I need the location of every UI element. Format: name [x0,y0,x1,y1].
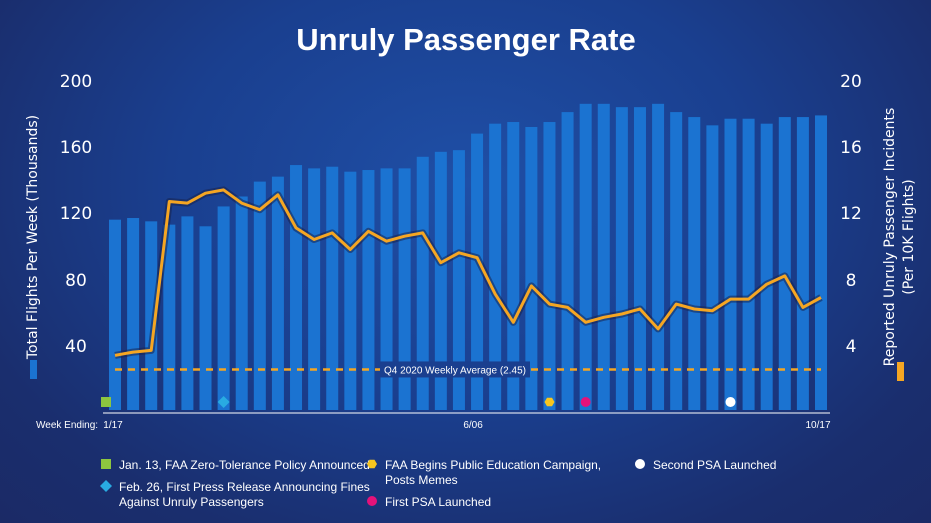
right-tick: 4 [846,337,857,357]
chart-title: Unruly Passenger Rate [296,22,635,57]
flights-bar [416,156,429,410]
flights-bar [398,168,411,410]
event-marker-diamond [217,396,230,408]
flights-bar [127,218,140,410]
flights-bar [217,206,230,410]
flights-bar [742,118,755,410]
right-tick: 8 [846,271,857,291]
legend-entry-text: Second PSA Launched [653,458,776,472]
event-marker-circle [725,397,736,407]
flights-bar [543,122,556,410]
event-markers [101,396,736,408]
flights-bar [597,103,610,410]
reference-label-bg [380,361,530,378]
flights-bar [471,133,484,411]
legend-marker-circle [367,496,377,506]
x-axis: Week Ending: 1/17 6/06 10/17 [36,412,831,431]
x-tick-label: 10/17 [805,420,830,431]
flights-bar [724,118,737,410]
right-tick: 16 [840,138,862,158]
incident-rate-line [114,188,822,357]
flights-bar [579,103,592,410]
flights-bar [109,219,121,410]
flights-bar [706,125,719,410]
legend-entry-text: Posts Memes [385,473,458,487]
flights-bar [199,226,212,410]
flights-bar [615,107,628,410]
legend-marker-hexagon [367,459,377,469]
event-marker-square [101,397,111,407]
incident-rate-line-group [114,186,823,359]
flights-bar [452,150,465,411]
left-tick: 40 [65,337,87,357]
left-tick: 160 [60,138,92,158]
flights-bar [434,151,447,410]
flights-bar [489,123,502,410]
left-tick: 120 [60,204,92,224]
legend-entry-text: FAA Begins Public Education Campaign, [385,458,601,472]
flights-bar [181,216,194,410]
x-tick-label: 1/17 [103,420,123,431]
flights-bar [290,165,303,410]
flights-bar [380,168,393,410]
left-axis-label: Total Flights Per Week (Thousands) [25,115,41,360]
flights-bar [815,115,827,410]
flights-bar [561,112,574,410]
legend-entry-text: Against Unruly Passengers [119,495,264,509]
flights-bar [253,181,266,410]
event-marker-circle [580,397,591,407]
event-marker-hexagon [544,397,555,407]
flights-bar [362,170,375,410]
legend-marker-square [101,459,111,469]
legend-entry-text: First PSA Launched [385,495,491,509]
legend: Jan. 13, FAA Zero-Tolerance Policy Annou… [100,458,776,509]
flights-bar [326,166,339,410]
left-tick: 200 [60,72,92,92]
x-tick-label: 6/06 [463,420,483,431]
left-tick: 80 [65,271,87,291]
flights-bar [652,103,665,410]
legend-marker-diamond [100,480,112,492]
flights-bar [145,221,158,410]
reference-line-label: Q4 2020 Weekly Average (2.45) [384,365,526,376]
right-axis-label-line1: Reported Unruly Passenger Incidents [882,108,898,367]
flights-bar [163,224,176,410]
left-axis-swatch [30,360,37,379]
flights-bar [271,176,284,410]
flights-bar [778,117,791,410]
left-axis: 200 160 120 80 40 Total Flights Per Week… [25,72,92,379]
right-tick: 20 [840,72,862,92]
legend-marker-circle [635,459,645,469]
x-axis-prefix: Week Ending: [36,420,98,431]
flights-bar [525,126,538,411]
right-tick: 12 [840,204,862,224]
flights-bar [344,171,357,410]
right-axis-swatch [897,362,904,381]
reference-line-group: Q4 2020 Weekly Average (2.45) [115,361,821,378]
right-axis: 20 16 12 8 4 Reported Unruly Passenger I… [840,72,917,381]
right-axis-label-line2: (Per 10K Flights) [901,179,917,295]
flights-bar [507,122,520,410]
flights-bar [760,123,773,410]
flights-bar [688,117,701,410]
legend-entry-text: Feb. 26, First Press Release Announcing … [119,480,370,494]
legend-entry-text: Jan. 13, FAA Zero-Tolerance Policy Annou… [119,458,370,472]
flights-bar [235,196,248,410]
flights-bar [670,112,683,410]
flights-bar [796,117,809,410]
flights-bar [308,168,321,410]
flights-bar [633,107,646,410]
